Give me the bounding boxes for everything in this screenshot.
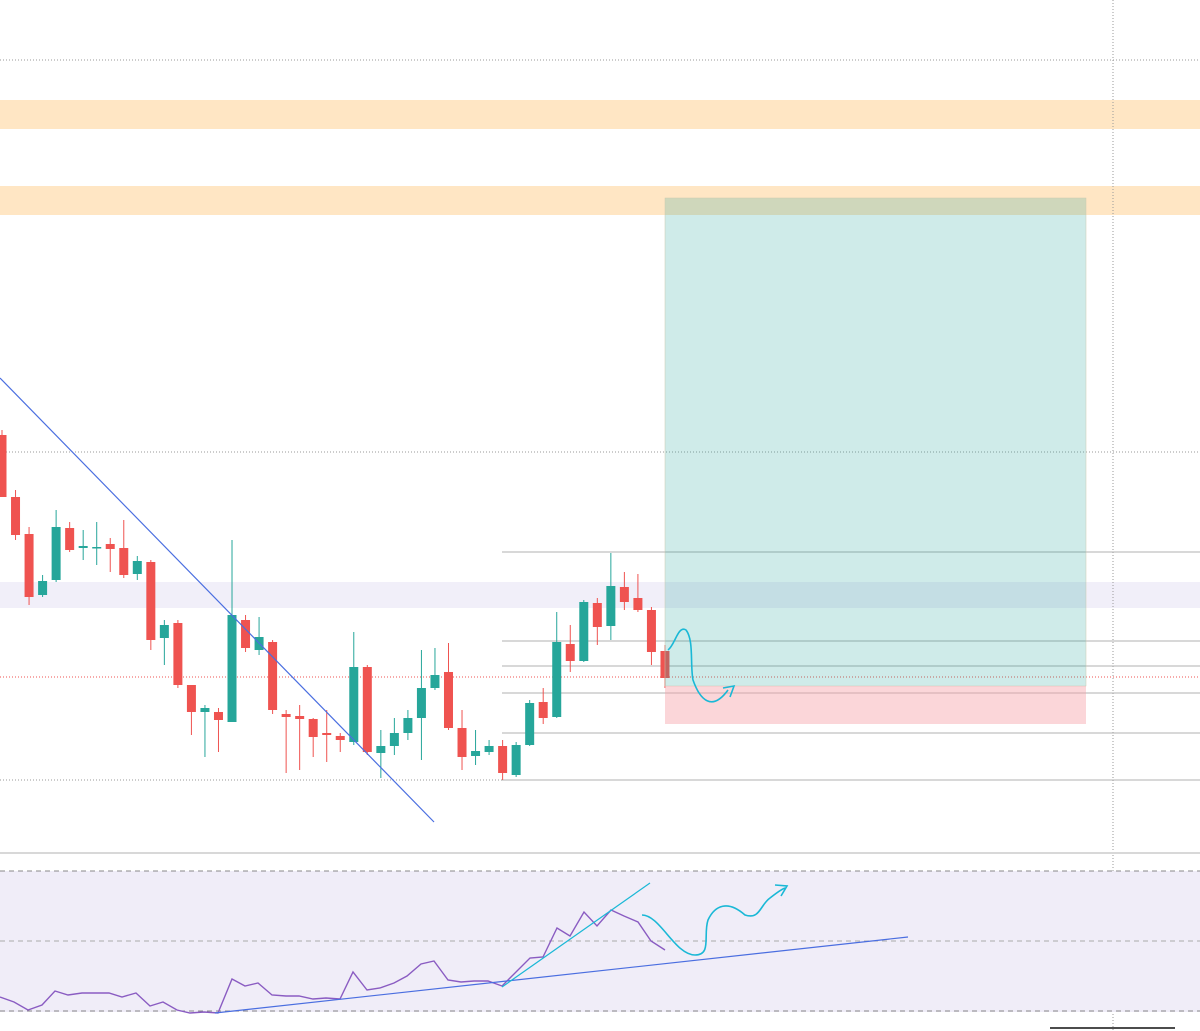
candle-body [200, 708, 210, 712]
rsi-levels [0, 870, 1200, 1012]
candle-body [24, 534, 34, 597]
target-zone [664, 197, 1087, 687]
candle-body [11, 497, 21, 535]
candle-body [511, 745, 521, 775]
candle-body [281, 714, 291, 717]
candle-body [322, 733, 332, 735]
candle-body [78, 546, 88, 548]
candle-body [173, 623, 183, 685]
candle-body [606, 586, 616, 626]
rsi-projection [641, 884, 789, 956]
projection-arrow [667, 628, 736, 703]
candle-body [213, 712, 223, 720]
rsi-trendline [214, 936, 909, 1014]
candle-body [552, 642, 562, 717]
trendline [0, 377, 435, 823]
candle-body [146, 562, 156, 640]
candle-body [633, 598, 643, 610]
resistance-zone [0, 186, 1200, 215]
candle-body [416, 688, 426, 718]
candle-body [119, 548, 129, 575]
stop-zone [665, 686, 1086, 724]
candle-body [525, 703, 535, 745]
candle-body [308, 719, 318, 737]
candle-body [376, 746, 386, 753]
candle-body [51, 527, 61, 580]
candle-body [362, 667, 372, 752]
candle-body [457, 728, 467, 757]
candle-body [565, 644, 575, 661]
resistance-zone [0, 100, 1200, 129]
candle-body [268, 642, 278, 710]
candle-body [295, 716, 305, 719]
candle-body [389, 733, 399, 746]
candle-body [579, 602, 589, 661]
candle-body [592, 603, 602, 627]
candle-body [498, 746, 508, 773]
candle-body [186, 685, 196, 712]
candle-body [471, 751, 481, 756]
candle-body [619, 587, 629, 602]
candle-body [92, 547, 102, 549]
candle-body [484, 746, 494, 752]
candle-body [443, 672, 453, 728]
candle-body [335, 736, 345, 740]
rsi-trendline [501, 882, 651, 988]
candle-body [65, 528, 75, 550]
rsi-line [0, 909, 666, 1014]
candle-body [430, 675, 440, 688]
candle-body [0, 435, 7, 497]
candle-body [241, 620, 251, 648]
candle-body [349, 667, 359, 742]
candle-body [159, 625, 169, 638]
candle-body [132, 561, 142, 574]
candle-body [227, 615, 237, 722]
candle-body [403, 718, 413, 733]
candle-body [105, 544, 115, 549]
candle-body [538, 702, 548, 718]
fib-lines [502, 551, 1200, 781]
candles [0, 430, 670, 780]
candle-body [38, 581, 48, 595]
candle-body [646, 610, 656, 652]
